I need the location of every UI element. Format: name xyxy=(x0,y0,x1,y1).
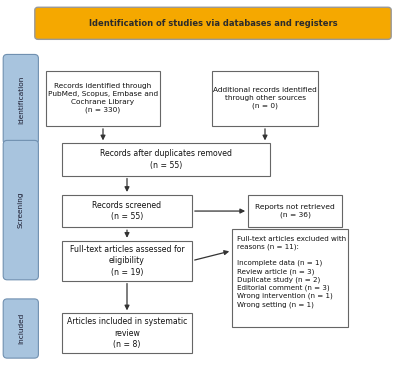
Bar xyxy=(62,195,192,227)
Text: Records identified through
PubMed, Scopus, Embase and
Cochrane Library
(n = 330): Records identified through PubMed, Scopu… xyxy=(48,84,158,113)
Bar xyxy=(248,195,342,227)
FancyBboxPatch shape xyxy=(3,54,38,144)
Bar xyxy=(62,143,270,176)
FancyBboxPatch shape xyxy=(35,7,391,39)
Text: Screening: Screening xyxy=(18,192,24,228)
Text: Reports not retrieved
(n = 36): Reports not retrieved (n = 36) xyxy=(255,204,335,218)
Text: Articles included in systematic
review
(n = 8): Articles included in systematic review (… xyxy=(67,317,187,349)
Text: Full-text articles excluded with
reasons (n = 11):

Incomplete data (n = 1)
Revi: Full-text articles excluded with reasons… xyxy=(237,236,346,308)
FancyBboxPatch shape xyxy=(3,140,38,280)
Text: Included: Included xyxy=(18,313,24,344)
Bar xyxy=(232,229,348,327)
Text: Additional records identified
through other sources
(n = 0): Additional records identified through ot… xyxy=(213,87,317,109)
Bar xyxy=(212,71,318,126)
Bar xyxy=(62,241,192,281)
Text: Identification of studies via databases and registers: Identification of studies via databases … xyxy=(89,19,338,28)
Text: Records after duplicates removed
(n = 55): Records after duplicates removed (n = 55… xyxy=(100,149,232,170)
Text: Records screened
(n = 55): Records screened (n = 55) xyxy=(92,201,162,221)
Bar xyxy=(62,313,192,353)
FancyBboxPatch shape xyxy=(3,299,38,358)
Text: Full-text articles assessed for
eligibility
(n = 19): Full-text articles assessed for eligibil… xyxy=(70,245,184,277)
Text: Identification: Identification xyxy=(18,75,24,123)
Bar xyxy=(46,71,160,126)
